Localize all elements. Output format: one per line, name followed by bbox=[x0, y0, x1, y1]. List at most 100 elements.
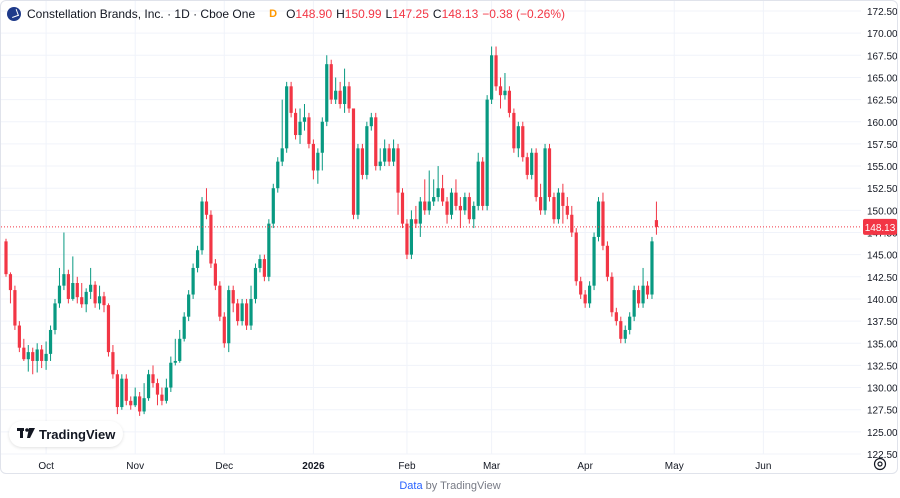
gear-icon[interactable] bbox=[873, 457, 887, 471]
candle-body bbox=[48, 329, 53, 354]
y-tick-label: 135.00 bbox=[867, 339, 898, 350]
candle bbox=[516, 121, 520, 158]
candle-body bbox=[449, 192, 454, 215]
candle bbox=[614, 307, 618, 326]
candle bbox=[240, 298, 244, 326]
candle-body bbox=[365, 126, 369, 175]
candle-body bbox=[543, 148, 547, 211]
candle bbox=[449, 188, 454, 220]
candle bbox=[93, 281, 97, 308]
candle-body bbox=[236, 303, 240, 322]
candle-body bbox=[512, 112, 516, 149]
candle-body bbox=[632, 290, 636, 317]
candle-body bbox=[507, 90, 512, 113]
x-tick-label: Mar bbox=[483, 461, 501, 472]
y-tick-label: 125.00 bbox=[867, 428, 898, 439]
candle bbox=[236, 298, 240, 326]
candle bbox=[418, 197, 422, 237]
candle-body bbox=[476, 161, 480, 206]
candle bbox=[552, 192, 556, 224]
candle-body bbox=[160, 394, 164, 401]
candle bbox=[579, 276, 583, 299]
candle bbox=[129, 396, 133, 410]
candle-body bbox=[129, 400, 133, 406]
candle bbox=[619, 316, 623, 344]
candle bbox=[507, 86, 512, 118]
candle bbox=[485, 95, 489, 211]
candle-body bbox=[8, 274, 13, 291]
candle-body bbox=[244, 303, 249, 326]
candle bbox=[142, 383, 146, 415]
y-tick-label: 127.50 bbox=[867, 406, 898, 417]
chart-frame[interactable]: 172.50 170.00 167.50 165.00 162.50 160.00 157.… bbox=[0, 0, 898, 474]
candle-body bbox=[539, 197, 543, 211]
candle-body bbox=[516, 126, 520, 149]
candle-body bbox=[334, 90, 338, 100]
data-status-badge[interactable]: D bbox=[269, 8, 278, 20]
data-link[interactable]: Data bbox=[399, 480, 423, 492]
candle bbox=[115, 369, 119, 415]
candle-body bbox=[378, 161, 382, 167]
candle bbox=[574, 228, 578, 286]
last-price-tag bbox=[863, 218, 897, 235]
candle-body bbox=[570, 214, 574, 233]
candle-body bbox=[596, 201, 601, 237]
candle bbox=[650, 236, 654, 299]
candle-body bbox=[440, 188, 445, 202]
price-chart[interactable]: 172.50 170.00 167.50 165.00 162.50 160.00 157.… bbox=[1, 1, 898, 474]
candle-body bbox=[530, 152, 534, 175]
candle bbox=[4, 238, 8, 277]
candle-body bbox=[427, 201, 431, 211]
candle-body bbox=[124, 378, 128, 401]
candle bbox=[89, 267, 93, 299]
candle bbox=[209, 210, 213, 268]
close-value: 148.13 bbox=[441, 7, 479, 21]
candle bbox=[298, 108, 302, 144]
candle bbox=[454, 179, 458, 211]
candle bbox=[525, 152, 529, 180]
candle-body bbox=[169, 362, 173, 388]
candle-body bbox=[316, 152, 320, 171]
candle bbox=[169, 356, 173, 392]
y-tick-label: 132.50 bbox=[867, 361, 898, 372]
y-tick-label: 162.50 bbox=[867, 96, 898, 107]
price-axis[interactable]: 172.50 170.00 167.50 165.00 162.50 160.00 157.… bbox=[863, 7, 898, 461]
symbol-legend: Constellation Brands, Inc. · 1D · Cboe O… bbox=[7, 6, 565, 22]
candle-body bbox=[106, 305, 111, 353]
candle-body bbox=[62, 274, 66, 286]
candle bbox=[285, 81, 289, 153]
candle-body bbox=[138, 396, 142, 412]
candle-body bbox=[637, 290, 641, 304]
candle-body bbox=[213, 263, 217, 286]
candle bbox=[62, 232, 66, 291]
tradingview-logo-icon bbox=[17, 428, 35, 438]
candle bbox=[414, 205, 418, 229]
symbol-title[interactable]: Constellation Brands, Inc. · 1D · Cboe O… bbox=[27, 7, 256, 21]
candle-body bbox=[619, 321, 623, 339]
candle bbox=[530, 148, 534, 180]
candle-body bbox=[574, 232, 578, 282]
candle-body bbox=[342, 86, 347, 105]
y-tick-label: 170.00 bbox=[867, 29, 898, 40]
candle-body bbox=[227, 290, 231, 344]
candle-body bbox=[556, 192, 561, 220]
candle bbox=[628, 312, 632, 335]
candle bbox=[111, 345, 115, 379]
candle bbox=[503, 73, 507, 100]
candle bbox=[458, 197, 463, 229]
candle-body bbox=[35, 349, 39, 361]
y-tick-label: 155.00 bbox=[867, 162, 898, 173]
candle-body bbox=[610, 276, 614, 313]
candle-body bbox=[13, 290, 17, 326]
candle bbox=[512, 108, 516, 153]
candle-body bbox=[383, 148, 387, 162]
time-axis[interactable]: Oct Nov Dec 2026 Feb Mar Apr May Jun bbox=[38, 461, 771, 472]
candle-body bbox=[338, 90, 342, 105]
tradingview-watermark[interactable]: TradingView bbox=[9, 421, 124, 447]
candle-body bbox=[75, 283, 79, 298]
candle bbox=[351, 108, 356, 220]
candle bbox=[369, 112, 373, 131]
candle bbox=[75, 276, 79, 304]
candle bbox=[347, 81, 351, 113]
low-label: L bbox=[385, 7, 393, 21]
